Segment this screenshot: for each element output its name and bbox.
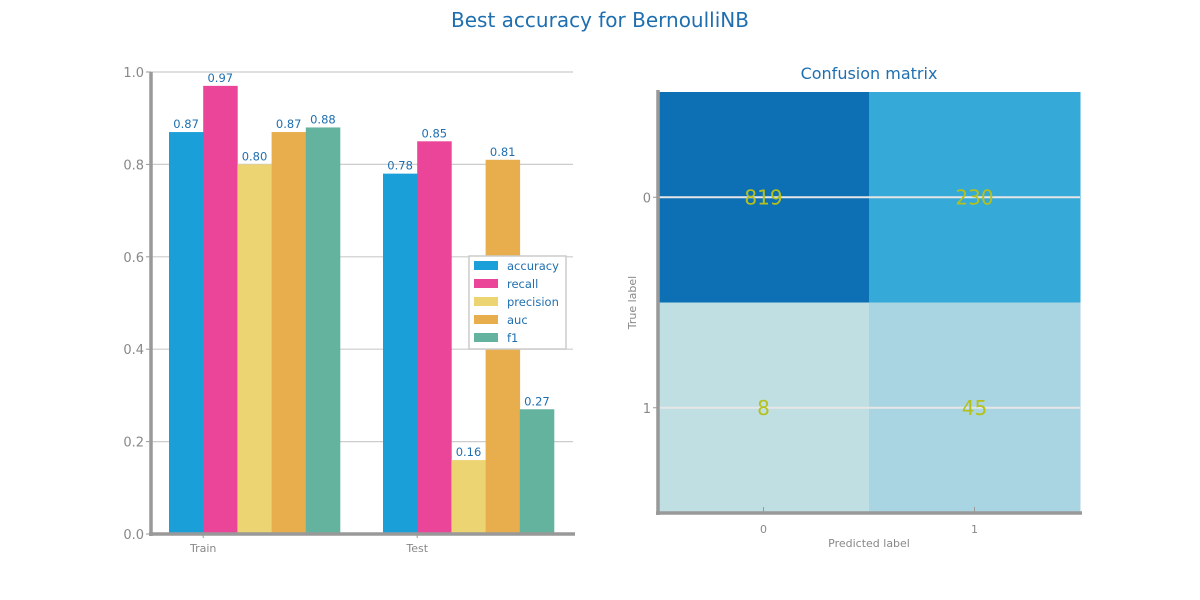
legend: accuracy recall precision auc f1	[468, 255, 567, 350]
bar-value-label: 0.87	[173, 117, 199, 131]
cm-x-axis-label: Predicted label	[828, 537, 910, 550]
bar-auc-train	[271, 132, 307, 534]
bar-precision-test	[451, 460, 486, 534]
x-tick-label: Test	[405, 542, 428, 555]
figure-title: Best accuracy for BernoulliNB	[451, 8, 749, 32]
y-tick-label: 0.4	[123, 343, 144, 358]
legend-label-auc: auc	[507, 313, 528, 327]
bar-value-label: 0.27	[524, 394, 550, 408]
bar-f1-test	[519, 409, 555, 534]
legend-label-f1: f1	[507, 331, 518, 345]
confusion-matrix-title: Confusion matrix	[801, 64, 938, 83]
legend-swatch-precision	[474, 297, 498, 306]
legend-swatch-accuracy	[474, 261, 498, 270]
y-tick-label: 0.0	[123, 528, 144, 543]
x-tick-label: Train	[189, 542, 216, 555]
bar-value-label: 0.85	[421, 126, 447, 140]
legend-label-accuracy: accuracy	[507, 259, 559, 273]
cm-y-tick-label: 0	[643, 191, 651, 206]
cm-value: 230	[955, 185, 993, 209]
cm-y-axis-label: True label	[626, 276, 639, 330]
legend-swatch-auc	[474, 315, 498, 324]
cm-value: 819	[744, 185, 782, 209]
bar-recall-test	[417, 141, 452, 535]
bar-value-label: 0.88	[310, 112, 336, 126]
bar-value-label: 0.80	[242, 149, 268, 163]
bar-value-label: 0.97	[207, 71, 233, 85]
bar-precision-train	[237, 164, 272, 534]
cm-value: 45	[962, 396, 987, 420]
cm-x-tick-label: 0	[760, 523, 767, 536]
y-tick-label: 1.0	[123, 66, 144, 81]
legend-swatch-recall	[474, 279, 498, 288]
bar-chart: 0.0 0.2 0.4 0.6 0.8 1.0 0.87 0.78 0.97 0.85 0.80 0.…	[123, 66, 575, 555]
cm-value: 8	[757, 396, 770, 420]
cm-x-tick-label: 1	[971, 523, 978, 536]
legend-label-precision: precision	[507, 295, 559, 309]
y-tick-label: 0.6	[123, 251, 144, 266]
bar-accuracy-test	[383, 173, 418, 534]
legend-swatch-f1	[474, 333, 498, 342]
y-tick-label: 0.2	[123, 436, 144, 451]
bar-recall-train	[203, 85, 238, 535]
confusion-matrix-chart: Confusion matrix 819 230 8 45 0 1 0 1 Predicted l…	[626, 64, 1082, 550]
cm-y-tick-label: 1	[643, 402, 651, 417]
bar-accuracy-train	[169, 132, 204, 534]
bar-value-label: 0.78	[387, 159, 413, 173]
bar-value-label: 0.87	[276, 117, 302, 131]
bar-f1-train	[305, 127, 341, 534]
legend-label-recall: recall	[507, 277, 538, 291]
y-tick-label: 0.8	[123, 158, 144, 173]
bar-value-label: 0.16	[456, 445, 482, 459]
bar-value-label: 0.81	[490, 145, 516, 159]
